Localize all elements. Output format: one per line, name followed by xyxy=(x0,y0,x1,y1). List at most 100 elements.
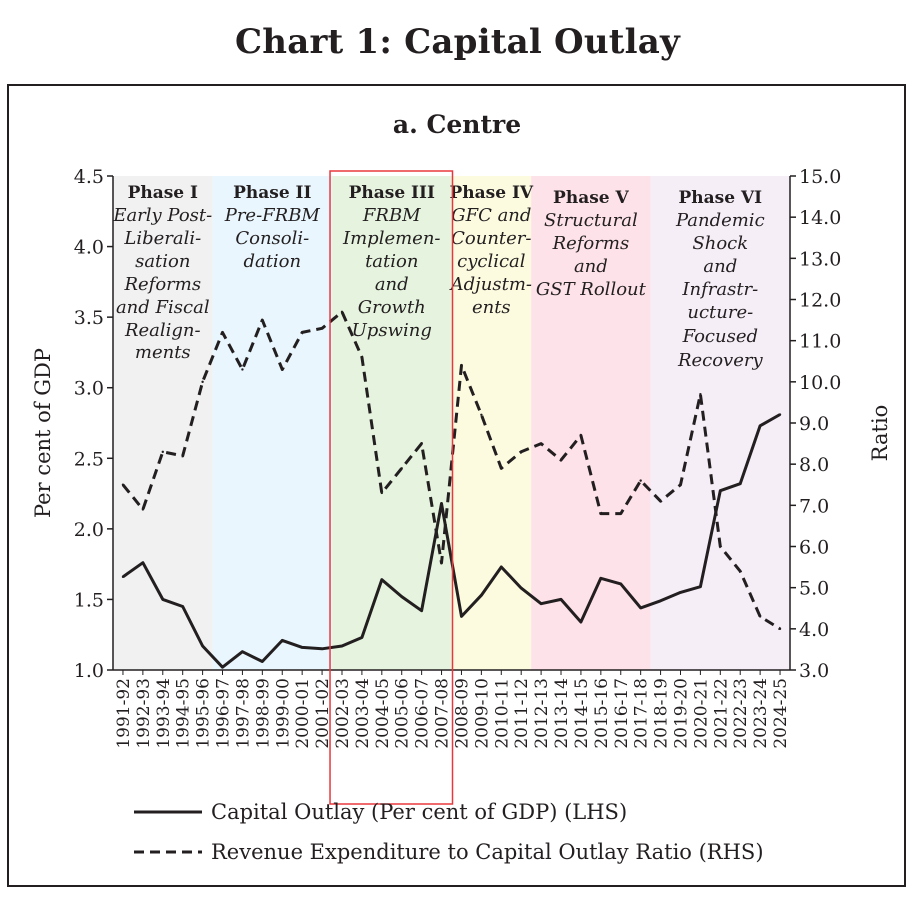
revenue-ratio-point-2020-21 xyxy=(699,392,702,396)
capital-outlay-point-2017-18 xyxy=(639,606,642,610)
capital-outlay-point-2021-22 xyxy=(719,489,722,492)
phase-desc-5-line-2: Reforms xyxy=(552,233,630,254)
revenue-ratio-point-2014-15 xyxy=(579,434,583,437)
y-tick-label: 2.0 xyxy=(74,519,104,541)
y2-tick-label: 12.0 xyxy=(799,290,841,312)
revenue-ratio-point-2022-23 xyxy=(739,570,742,573)
capital-outlay-point-2006-07 xyxy=(420,609,423,612)
phase-desc-1-line-7: ments xyxy=(135,342,191,363)
y2-tick-label: 7.0 xyxy=(799,495,829,517)
phase-desc-4-line-5: ents xyxy=(472,297,511,318)
revenue-ratio-point-2016-17 xyxy=(619,512,622,515)
revenue-ratio-point-2018-19 xyxy=(659,500,662,503)
revenue-ratio-point-2000-01 xyxy=(300,331,304,334)
y2-tick-label: 11.0 xyxy=(799,331,841,353)
x-tick-label: 1991-92 xyxy=(114,678,134,749)
y-tick-label: 2.5 xyxy=(74,448,104,470)
revenue-ratio-point-2007-08 xyxy=(440,561,443,565)
capital-outlay-point-2002-03 xyxy=(340,644,344,648)
x-tick-label: 2023-24 xyxy=(751,678,771,749)
phase-desc-5-line-3: and xyxy=(574,256,608,277)
phase-band-4 xyxy=(451,176,532,670)
x-tick-label: 2009-10 xyxy=(472,678,492,749)
phase-desc-6-line-1: Pandemic xyxy=(675,210,765,231)
revenue-ratio-point-2008-09 xyxy=(460,364,463,367)
capital-outlay-point-1998-99 xyxy=(261,660,264,663)
capital-outlay-point-2010-11 xyxy=(500,565,503,569)
phase-desc-4-line-1: GFC and xyxy=(451,205,531,226)
x-tick-label: 2024-25 xyxy=(771,678,791,749)
capital-outlay-point-1996-97 xyxy=(221,665,224,669)
x-tick-label: 2004-05 xyxy=(373,678,393,749)
x-tick-label: 2006-07 xyxy=(413,678,433,749)
legend-item-capital-outlay: Capital Outlay (Per cent of GDP) (LHS) xyxy=(211,800,627,824)
x-tick-label: 2016-17 xyxy=(612,678,632,749)
y2-tick-label: 6.0 xyxy=(799,537,829,559)
capital-outlay-point-2004-05 xyxy=(380,578,384,581)
capital-outlay-point-1991-92 xyxy=(121,575,125,579)
capital-outlay-point-1995-96 xyxy=(201,644,204,648)
y-tick-label: 3.5 xyxy=(74,307,104,329)
phase-desc-3-line-6: Upswing xyxy=(352,320,432,341)
capital-outlay-point-2022-23 xyxy=(739,482,742,485)
capital-outlay-point-2020-21 xyxy=(699,585,702,588)
capital-outlay-point-2014-15 xyxy=(579,620,583,624)
capital-outlay-point-2007-08 xyxy=(440,502,443,505)
revenue-ratio-point-2015-16 xyxy=(599,512,603,515)
capital-outlay-point-2005-06 xyxy=(400,595,403,598)
revenue-ratio-point-2017-18 xyxy=(639,479,642,482)
x-tick-label: 2021-22 xyxy=(711,678,731,749)
y-tick-label: 3.0 xyxy=(74,378,104,400)
capital-outlay-point-2000-01 xyxy=(300,646,304,649)
capital-outlay-point-2012-13 xyxy=(539,602,543,605)
revenue-ratio-point-1993-94 xyxy=(161,450,164,454)
capital-outlay-point-1994-95 xyxy=(181,605,184,608)
x-tick-label: 2007-08 xyxy=(433,678,453,749)
x-tick-label: 2000-01 xyxy=(293,678,313,749)
x-tick-label: 1993-94 xyxy=(154,678,174,749)
capital-outlay-point-2016-17 xyxy=(619,582,622,586)
x-tick-label: 2014-15 xyxy=(572,678,592,749)
x-tick-label: 1995-96 xyxy=(194,678,214,749)
phase-desc-2-line-3: dation xyxy=(243,251,301,272)
y-tick-label: 4.0 xyxy=(74,237,104,259)
revenue-ratio-point-2024-25 xyxy=(778,627,782,631)
series-line-revenue-ratio xyxy=(121,310,781,631)
revenue-ratio-point-2003-04 xyxy=(360,355,364,359)
page-title: Chart 1: Capital Outlay xyxy=(235,22,680,62)
phase-desc-5-line-1: Structural xyxy=(544,210,638,231)
phase-desc-6-line-4: Infrastr- xyxy=(681,279,758,300)
phase-desc-3-line-4: and xyxy=(375,274,409,295)
phase-iii-highlight-box xyxy=(329,170,454,805)
x-tick-label: 2020-21 xyxy=(691,678,711,749)
x-tick-label: 2018-19 xyxy=(652,678,672,749)
phase-desc-5-line-4: GST Rollout xyxy=(536,279,647,300)
phase-desc-1-line-1: Early Post- xyxy=(112,205,212,226)
x-tick-label: 1997-98 xyxy=(233,678,253,749)
capital-outlay-point-2023-24 xyxy=(758,424,762,428)
x-tick-label: 2005-06 xyxy=(393,678,413,749)
phase-desc-3-line-3: tation xyxy=(365,251,418,272)
y2-axis-label: Ratio xyxy=(868,405,892,462)
capital-outlay-point-2009-10 xyxy=(480,593,483,597)
phase-desc-1-line-4: Reforms xyxy=(123,274,201,295)
x-tick-label: 1999-00 xyxy=(273,678,293,749)
chart-subtitle: a. Centre xyxy=(393,110,521,139)
revenue-ratio-point-1997-98 xyxy=(241,368,244,371)
y2-tick-label: 4.0 xyxy=(799,619,829,641)
x-tick-label: 2017-18 xyxy=(632,678,652,749)
revenue-ratio-point-2006-07 xyxy=(420,442,423,445)
revenue-ratio-point-2005-06 xyxy=(400,467,403,470)
phase-desc-6-line-3: and xyxy=(703,256,737,277)
capital-outlay-point-1999-00 xyxy=(281,639,284,642)
capital-outlay-point-1997-98 xyxy=(241,650,244,653)
phase-title-6: Phase VI xyxy=(679,188,763,208)
phase-desc-1-line-3: sation xyxy=(135,251,190,272)
capital-outlay-point-2003-04 xyxy=(360,636,364,639)
capital-outlay-point-2024-25 xyxy=(778,413,782,416)
phase-band-2 xyxy=(212,176,333,670)
revenue-ratio-point-2013-14 xyxy=(559,458,563,462)
y2-tick-label: 10.0 xyxy=(799,372,841,394)
phase-desc-4-line-2: Counter- xyxy=(451,228,531,249)
